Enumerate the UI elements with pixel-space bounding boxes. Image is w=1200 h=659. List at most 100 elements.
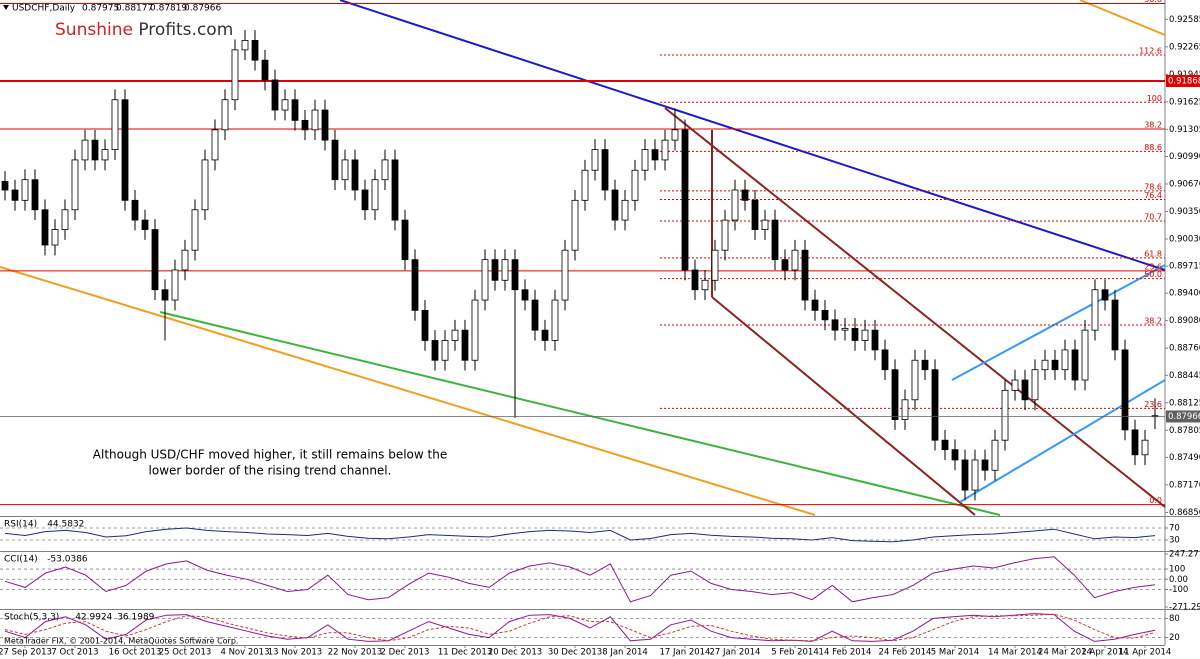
indicator-line bbox=[4, 556, 1156, 603]
x-tick-label: 7 Oct 2013 bbox=[51, 648, 98, 658]
candle-body bbox=[621, 199, 629, 221]
indicator-line bbox=[4, 613, 1156, 642]
candle-body bbox=[921, 359, 929, 371]
y-tick-label: 30 bbox=[1169, 536, 1180, 546]
candle-body bbox=[981, 459, 989, 471]
candle-body bbox=[121, 99, 129, 201]
candle-body bbox=[191, 209, 199, 251]
candle-body bbox=[51, 229, 59, 246]
candle-body bbox=[291, 99, 299, 121]
candle-body bbox=[611, 189, 619, 221]
trendline bbox=[711, 296, 976, 516]
candle-body bbox=[1051, 359, 1059, 371]
level-label: 88.6 bbox=[1144, 143, 1162, 152]
brand-part: Sunshine bbox=[55, 20, 133, 40]
trendline bbox=[0, 266, 816, 516]
y-tick-label: 0.91625 bbox=[1169, 97, 1200, 107]
candle-body bbox=[31, 179, 39, 211]
candle-body bbox=[1011, 379, 1019, 391]
candle-body bbox=[431, 340, 439, 361]
candle-body bbox=[891, 369, 899, 420]
candle-body bbox=[451, 329, 459, 341]
candle-body bbox=[1001, 389, 1009, 441]
candle-body bbox=[881, 349, 889, 371]
y-tick-label: 0.92585 bbox=[1169, 15, 1200, 25]
trendlines bbox=[0, 0, 1166, 516]
candle-body bbox=[761, 219, 769, 230]
candle-body bbox=[111, 99, 119, 150]
candle-body bbox=[371, 179, 379, 211]
level-label: 23.6 bbox=[1144, 400, 1162, 409]
indicator-value: 36.1989 bbox=[117, 613, 154, 623]
candle-body bbox=[781, 259, 789, 271]
candle-body bbox=[521, 289, 529, 301]
header-value: 0.87819 bbox=[150, 4, 187, 14]
candle-body bbox=[1101, 289, 1109, 301]
candle-body bbox=[511, 259, 519, 291]
level-label: 50.0 bbox=[1144, 0, 1162, 4]
trendline bbox=[664, 107, 1166, 508]
level-label: 50.0 bbox=[1144, 270, 1162, 279]
candle-body bbox=[601, 149, 609, 191]
level-label: 38.2 bbox=[1144, 120, 1162, 129]
candle-body bbox=[61, 209, 69, 230]
price-label: 0.91868 bbox=[1168, 76, 1200, 86]
candle-body bbox=[831, 319, 839, 331]
candle-body bbox=[721, 219, 729, 251]
candle-body bbox=[771, 219, 779, 261]
header-value: 0.87975 bbox=[82, 4, 119, 14]
candle-body bbox=[1, 181, 9, 191]
candle-body bbox=[71, 159, 79, 211]
candle-body bbox=[101, 149, 109, 161]
annotation: Although USD/CHF moved higher, it still … bbox=[93, 448, 447, 462]
y-tick-label: 0.91305 bbox=[1169, 125, 1200, 135]
candle-body bbox=[571, 199, 579, 251]
candle-body bbox=[961, 459, 969, 491]
indicator-line bbox=[4, 527, 1156, 543]
level-label: 76.4 bbox=[1144, 191, 1162, 200]
level-label: 78.6 bbox=[1144, 182, 1162, 191]
indicator-title: RSI(14) bbox=[4, 520, 37, 530]
last-price-box bbox=[1166, 410, 1200, 423]
candle-body bbox=[1131, 429, 1139, 456]
candle-body bbox=[561, 249, 569, 301]
candle-body bbox=[361, 189, 369, 211]
candle-body bbox=[841, 328, 849, 331]
y-tick-label: 0.91945 bbox=[1169, 70, 1200, 80]
x-tick-label: 25 Oct 2013 bbox=[159, 648, 212, 658]
candle-body bbox=[421, 309, 429, 341]
x-tick-label: 11 Apr 2014 bbox=[1119, 648, 1172, 658]
candle-body bbox=[1111, 299, 1119, 351]
candle-body bbox=[1071, 349, 1079, 381]
x-tick-label: 14 Mar 2014 bbox=[988, 648, 1042, 658]
level-label: 100 bbox=[1147, 94, 1162, 103]
candle-body bbox=[281, 99, 289, 111]
x-tick-label: 24 Mar 2014 bbox=[1038, 648, 1092, 658]
candle-body bbox=[321, 109, 329, 141]
candle-body bbox=[1031, 369, 1039, 401]
candle-body bbox=[331, 139, 339, 181]
x-tick-label: 5 Mar 2014 bbox=[931, 648, 979, 658]
candle-body bbox=[251, 40, 259, 61]
chart-title: USDCHF,Daily bbox=[12, 4, 76, 14]
candle-body bbox=[301, 119, 309, 131]
level-label: 112.6 bbox=[1139, 47, 1162, 56]
indicator-title: CCI(14) bbox=[4, 555, 38, 565]
candle-body bbox=[231, 49, 239, 101]
header-value: 0.87966 bbox=[184, 4, 221, 14]
x-tick-label: 30 Dec 2013 bbox=[548, 648, 602, 658]
candle-body bbox=[1091, 289, 1099, 331]
x-tick-label: 11 Dec 2013 bbox=[438, 648, 492, 658]
candle-body bbox=[381, 159, 389, 181]
candle-body bbox=[711, 249, 719, 281]
candle-body bbox=[741, 189, 749, 201]
candle-body bbox=[641, 149, 649, 171]
candle-body bbox=[131, 199, 139, 221]
